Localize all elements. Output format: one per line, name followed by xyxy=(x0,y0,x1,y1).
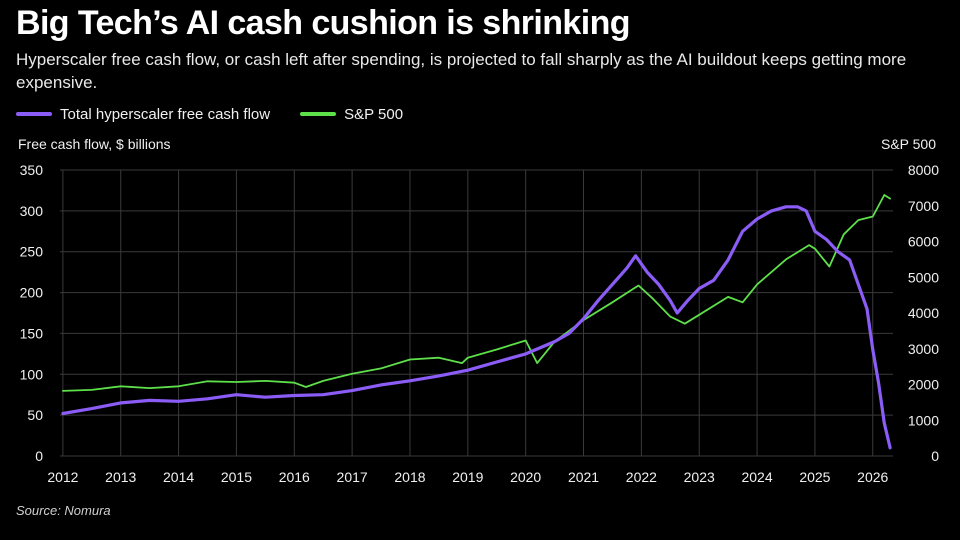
x-tick-label: 2025 xyxy=(799,469,830,485)
y-left-axis-title: Free cash flow, $ billions xyxy=(18,136,171,152)
legend-swatch-fcf xyxy=(16,112,52,116)
y-left-tick-label: 150 xyxy=(20,325,44,341)
legend-item-fcf: Total hyperscaler free cash flow xyxy=(16,106,270,123)
y-left-tick-label: 350 xyxy=(20,162,44,178)
x-tick-label: 2015 xyxy=(221,469,252,485)
x-tick-label: 2012 xyxy=(47,469,78,485)
x-tick-label: 2014 xyxy=(163,469,194,485)
x-tick-label: 2013 xyxy=(105,469,136,485)
series-lines xyxy=(61,194,892,450)
y-right-axis-title: S&P 500 xyxy=(881,136,936,152)
tick-labels: 0 50 100 150 200 250 300 350 0 1000 2000 3000 4000 50… xyxy=(20,162,940,485)
y-left-tick-label: 50 xyxy=(27,407,43,423)
legend-item-sp500: S&P 500 xyxy=(300,106,403,123)
x-tick-label: 2017 xyxy=(337,469,368,485)
x-tick-label: 2016 xyxy=(279,469,310,485)
y-right-tick-label: 8000 xyxy=(908,162,939,178)
y-right-tick-label: 1000 xyxy=(908,412,939,428)
y-left-tick-label: 100 xyxy=(20,366,44,382)
fcf-series-line xyxy=(61,205,892,450)
y-right-tick-label: 4000 xyxy=(908,305,939,321)
y-right-tick-label: 6000 xyxy=(908,234,939,250)
y-left-tick-label: 0 xyxy=(35,448,43,464)
x-tick-label: 2020 xyxy=(510,469,541,485)
x-tick-label: 2021 xyxy=(568,469,599,485)
legend: Total hyperscaler free cash flow S&P 500 xyxy=(16,104,433,124)
x-tick-label: 2023 xyxy=(684,469,715,485)
y-right-tick-label: 3000 xyxy=(908,341,939,357)
y-right-tick-label: 0 xyxy=(931,448,939,464)
x-tick-label: 2019 xyxy=(452,469,483,485)
x-tick-label: 2018 xyxy=(394,469,425,485)
source-note: Source: Nomura xyxy=(16,503,111,518)
legend-swatch-sp500 xyxy=(300,112,337,116)
y-left-tick-label: 200 xyxy=(20,285,44,301)
x-tick-label: 2024 xyxy=(741,469,772,485)
y-right-tick-label: 7000 xyxy=(908,198,939,214)
chart-subtitle: Hyperscaler free cash flow, or cash left… xyxy=(16,50,907,92)
chart-title: Big Tech’s AI cash cushion is shrinking xyxy=(16,4,631,42)
x-tick-label: 2022 xyxy=(626,469,657,485)
x-tick-label: 2026 xyxy=(857,469,888,485)
legend-label-fcf: Total hyperscaler free cash flow xyxy=(60,105,271,123)
y-right-tick-label: 5000 xyxy=(908,269,939,285)
y-left-tick-label: 250 xyxy=(20,244,44,260)
y-left-tick-label: 300 xyxy=(20,203,44,219)
legend-label-sp500: S&P 500 xyxy=(344,105,404,123)
grid-lines xyxy=(60,169,893,457)
y-right-tick-label: 2000 xyxy=(908,377,939,393)
